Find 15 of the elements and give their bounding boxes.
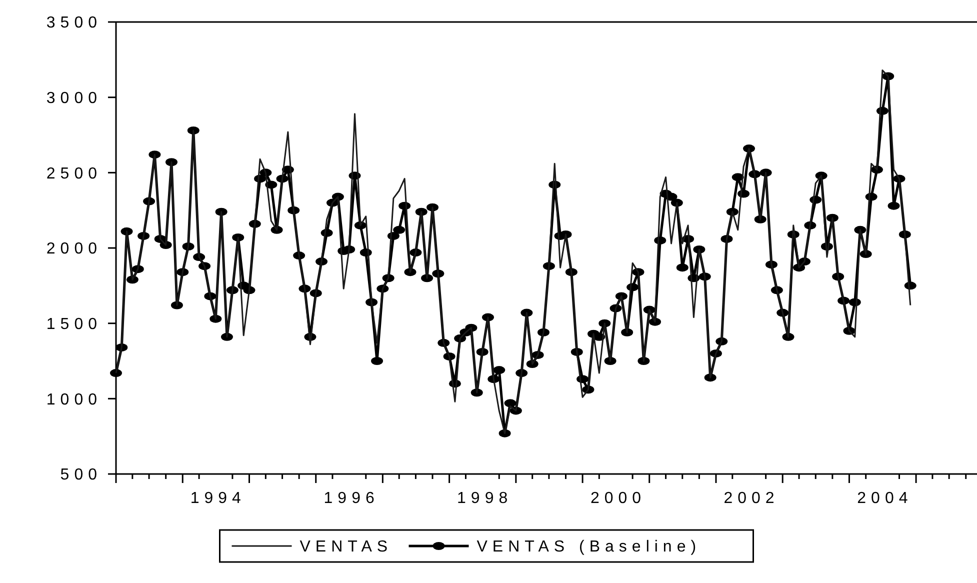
x-tick-label: 2002 [724,490,780,507]
x-tick-label: 1996 [324,490,380,507]
x-tick-label: 2000 [590,490,646,507]
legend-label: VENTAS (Baseline) [476,538,702,556]
x-tick-label: 1994 [190,490,246,507]
y-tick-label: 2500 [46,165,102,182]
y-tick-label: 1500 [46,316,102,333]
legend-label: VENTAS [300,538,393,556]
y-tick-label: 500 [60,466,102,484]
y-tick-label: 3500 [46,14,102,32]
x-tick-label: 1998 [457,490,513,507]
y-tick-label: 3000 [46,90,102,107]
y-tick-label: 1000 [46,391,102,408]
y-tick-label: 2000 [46,240,102,258]
x-tick-label: 2004 [857,490,913,507]
